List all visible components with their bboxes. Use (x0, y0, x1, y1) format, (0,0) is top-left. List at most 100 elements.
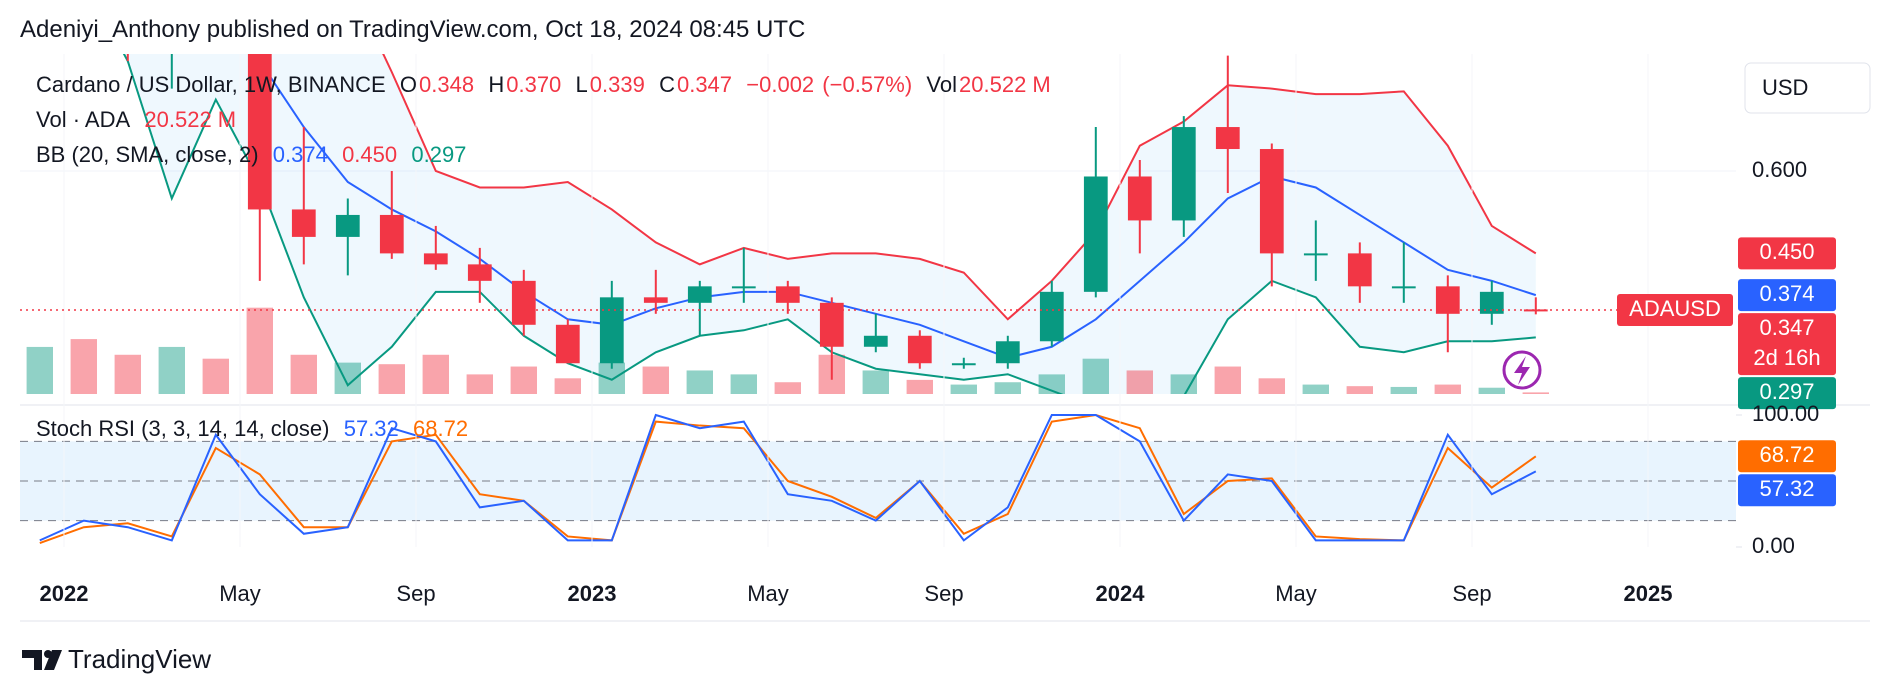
candle-body (1391, 286, 1416, 289)
legend-value: 0.339 (589, 72, 645, 97)
candle-body (863, 335, 888, 347)
x-tick-label: May (747, 581, 789, 606)
price-badge (1738, 237, 1836, 270)
candle-body (907, 335, 932, 364)
candle-body (291, 209, 316, 237)
legend-change: −0.002 (746, 72, 815, 97)
legend-key: C (659, 72, 675, 97)
x-tick-label: May (1275, 581, 1317, 606)
volume-bar (466, 374, 493, 394)
candle-body (335, 214, 360, 237)
volume-bar (26, 346, 53, 394)
symbol-badge (1617, 293, 1733, 326)
volume-bar (686, 370, 713, 394)
symbol-label: ADAUSD (1629, 296, 1721, 321)
x-tick-label: Sep (396, 581, 435, 606)
price-badge-label: 0.347 (1759, 315, 1814, 340)
legend-key: L (575, 72, 588, 97)
volume-bar (70, 339, 97, 394)
candle-body (423, 253, 448, 265)
x-tick-label: Sep (924, 581, 963, 606)
legend-volume: Vol · ADA 20.522 M (36, 107, 238, 133)
price-badge (1738, 377, 1836, 410)
volume-bar (1478, 387, 1505, 394)
volume-bar (378, 364, 405, 394)
price-badge-label: 57.32 (1759, 476, 1814, 501)
bb-name: BB (20, SMA, close, 2) (36, 142, 259, 167)
brand-logo (22, 650, 62, 670)
volume-bar (1346, 386, 1373, 394)
legend-key: O (399, 72, 418, 97)
volume-bar (202, 358, 229, 394)
price-badge (1738, 474, 1836, 507)
legend-value: 0.348 (419, 72, 475, 97)
price-badge-label: 0.374 (1759, 281, 1814, 306)
candle-body (1127, 176, 1152, 221)
legend-key: H (488, 72, 505, 97)
countdown: 2d 16h (1753, 345, 1820, 370)
price-pane (20, 0, 1736, 394)
candle-body (687, 286, 712, 303)
brand: TradingView (68, 644, 211, 674)
candle-body (643, 297, 668, 303)
volume-bar (1302, 384, 1329, 394)
candle-body (775, 286, 800, 303)
volume-bar (994, 382, 1021, 394)
candle-body (1347, 253, 1372, 287)
volume-bar (774, 382, 801, 394)
volume-bar (1170, 374, 1197, 394)
currency: USD (1762, 75, 1808, 100)
candle-body (1215, 127, 1240, 150)
candle-body (1259, 149, 1284, 254)
volume-bar (1390, 386, 1417, 394)
volume-bar (158, 346, 185, 394)
volume-bar (422, 354, 449, 394)
x-tick-label: May (219, 581, 261, 606)
y-tick-label: 0.600 (1752, 157, 1807, 182)
price-badge (1738, 279, 1836, 312)
alert-icon[interactable] (1502, 350, 1542, 390)
price-badge-label: 0.297 (1759, 379, 1814, 404)
currency-box[interactable] (1744, 62, 1871, 114)
stoch-d (39, 413, 1537, 544)
volume-bar (1434, 384, 1461, 394)
candle-body (204, 0, 228, 17)
candle-body (511, 280, 536, 325)
x-tick-label: 2024 (1096, 581, 1146, 606)
stoch-d: 68.72 (413, 416, 469, 441)
bb-upper (382, 54, 1537, 321)
bb-lower: 0.297 (411, 142, 467, 167)
price-badge (1738, 440, 1836, 473)
price-badge-label: 0.450 (1759, 239, 1814, 264)
legend-change-pct: (−0.57%) (822, 72, 913, 97)
attribution: Adeniyi_Anthony published on TradingView… (20, 16, 806, 43)
volume-bar (1126, 370, 1153, 394)
volume-bar (1082, 358, 1109, 394)
volume-bar (510, 366, 537, 394)
x-tick-label: 2025 (1624, 581, 1673, 606)
x-tick-label: Sep (1452, 581, 1491, 606)
legend-title: Cardano / US Dollar, 1W, BINANCE (36, 72, 386, 97)
volume-bar (554, 378, 581, 394)
volume-bar (1214, 366, 1241, 394)
candle-body (379, 214, 404, 254)
volume-bar (290, 354, 317, 394)
volume-bar (862, 370, 889, 394)
candle-body (467, 264, 492, 281)
stoch-tick-label: 0.00 (1752, 533, 1795, 558)
legend-value: 0.370 (506, 72, 562, 97)
stoch-name: Stoch RSI (3, 3, 14, 14, close) (36, 416, 330, 441)
price-badge (1738, 313, 1836, 376)
candle-body (247, 54, 272, 210)
bb-upper: 0.450 (342, 142, 398, 167)
volume-bar (246, 307, 273, 394)
x-tick-label: 2022 (40, 581, 89, 606)
volume-bar (1258, 378, 1285, 394)
stoch-tick-label: 100.00 (1752, 401, 1819, 426)
legend-key: Vol (926, 72, 958, 97)
price-badge-label: 68.72 (1759, 442, 1814, 467)
legend-stoch: Stoch RSI (3, 3, 14, 14, close) 57.32 68… (36, 416, 470, 442)
candle-body (1039, 291, 1064, 342)
